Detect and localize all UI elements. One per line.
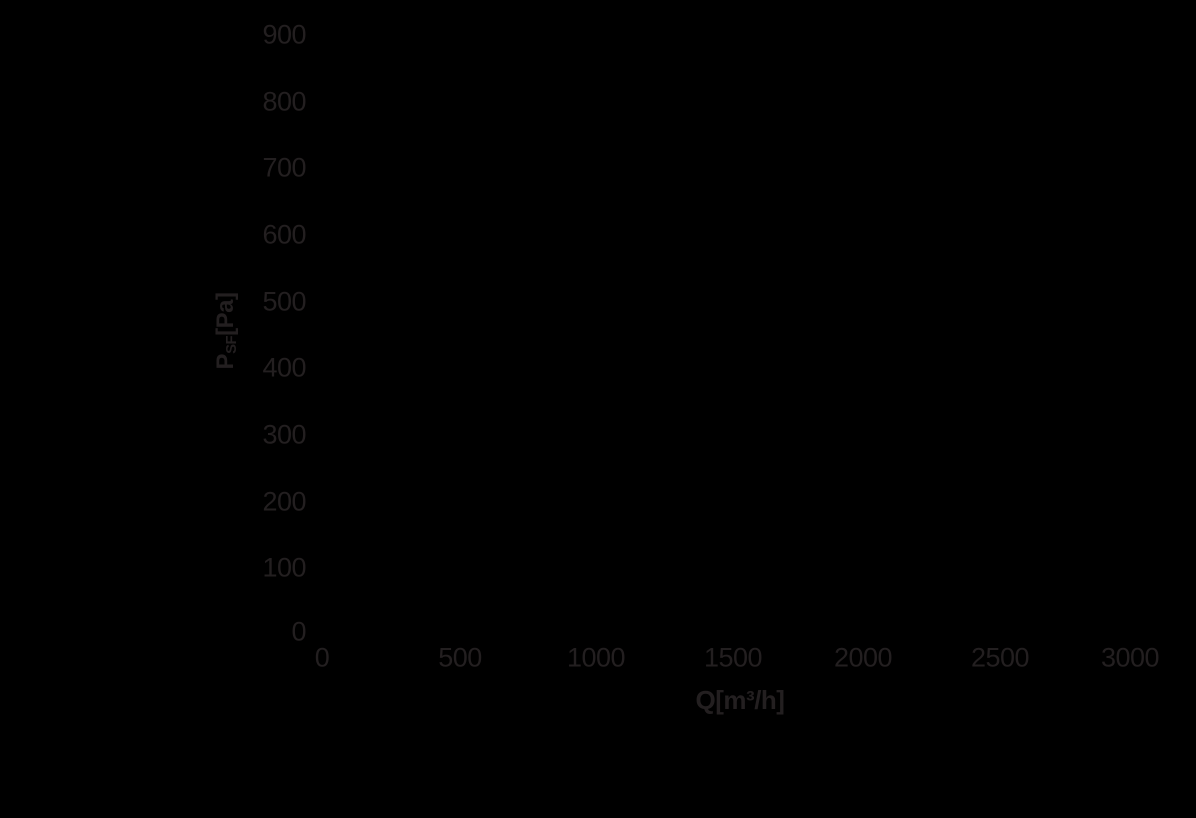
y-axis-title: PSF[Pa] — [212, 292, 241, 370]
y-tick-label-400: 400 — [262, 352, 306, 383]
y-axis-subscript: SF — [224, 335, 241, 354]
x-axis-title: Q[m³/h] — [695, 685, 785, 715]
x-tick-label-2500: 2500 — [970, 642, 1030, 673]
y-tick-label-900: 900 — [262, 19, 306, 50]
y-axis-unit: [Pa] — [212, 292, 239, 336]
x-tick-label-3000: 3000 — [1100, 642, 1160, 673]
y-tick-label-700: 700 — [262, 152, 306, 183]
y-tick-label-200: 200 — [262, 486, 306, 517]
x-tick-label-1500: 1500 — [703, 642, 763, 673]
y-tick-label-500: 500 — [262, 286, 306, 317]
plot-area — [322, 35, 1131, 636]
x-tick-label-500: 500 — [438, 642, 482, 673]
y-axis-symbol: P — [212, 353, 239, 370]
x-tick-label-2000: 2000 — [833, 642, 893, 673]
y-tick-label-0: 0 — [291, 616, 306, 647]
y-tick-label-300: 300 — [262, 419, 306, 450]
y-tick-label-800: 800 — [262, 86, 306, 117]
x-tick-label-0: 0 — [314, 642, 330, 673]
x-tick-label-1000: 1000 — [566, 642, 626, 673]
y-tick-label-100: 100 — [262, 552, 306, 583]
y-tick-label-600: 600 — [262, 219, 306, 250]
